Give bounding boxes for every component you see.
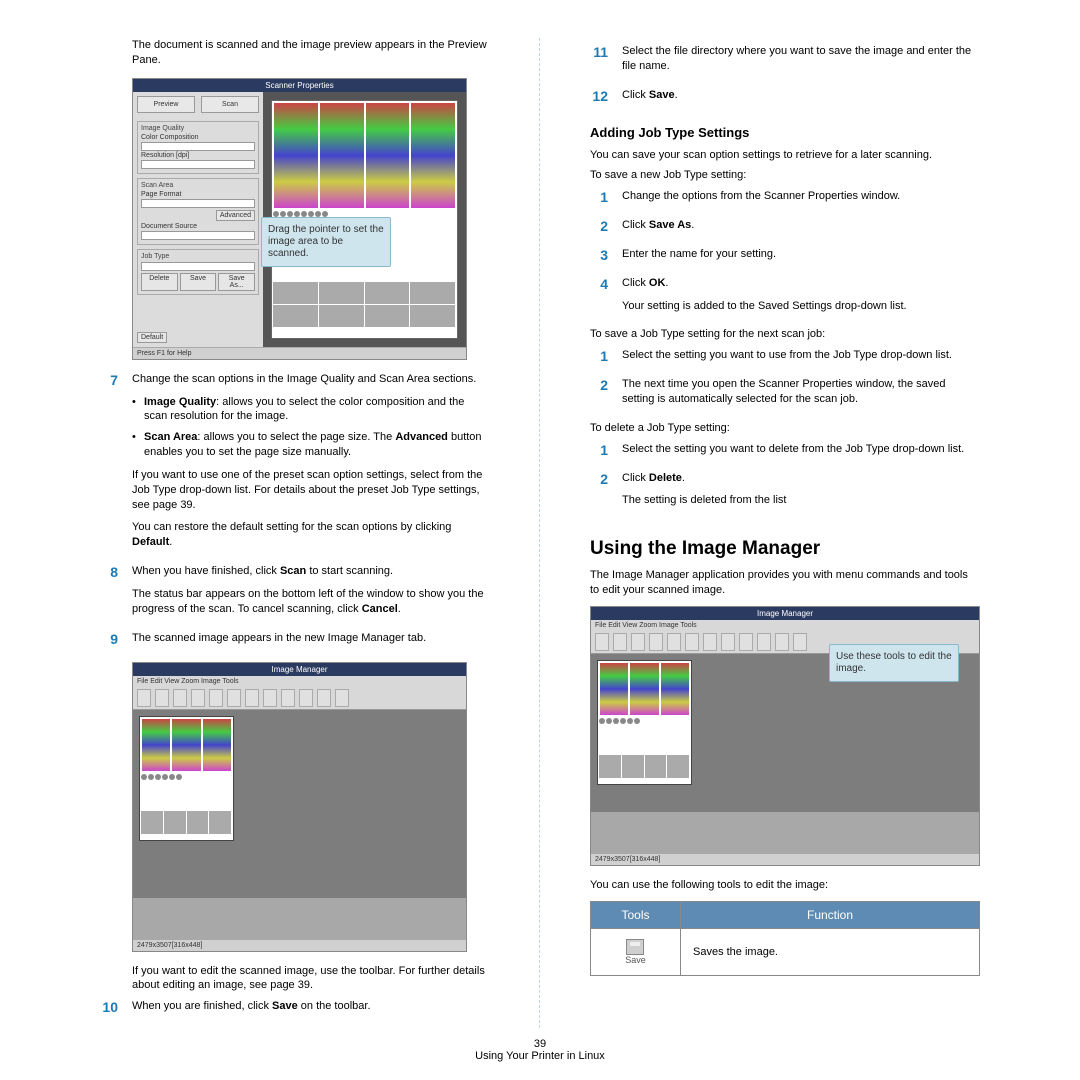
- column-divider: [539, 38, 541, 1028]
- im-menu-left[interactable]: File Edit View Zoom Image Tools: [133, 676, 466, 687]
- page-footer: 39 Using Your Printer in Linux: [0, 1038, 1080, 1062]
- color-combo[interactable]: [141, 142, 255, 151]
- s8-num: 2: [590, 471, 608, 517]
- adding-job-type-heading: Adding Job Type Settings: [590, 125, 980, 140]
- s1-text: Change the options from the Scanner Prop…: [622, 189, 980, 204]
- sa-title: Scan Area: [141, 182, 255, 189]
- jt-title: Job Type: [141, 253, 255, 260]
- step-12-text: Click Save.: [622, 88, 980, 103]
- window-title: Scanner Properties: [133, 79, 466, 92]
- step-12-num: 12: [590, 88, 608, 111]
- s7-num: 1: [590, 442, 608, 465]
- step-7-bullet-1: Image Quality: allows you to select the …: [132, 395, 490, 425]
- image-manager-window-right: Image Manager File Edit View Zoom Image …: [590, 606, 980, 866]
- im-thumb-left[interactable]: [139, 716, 234, 841]
- intro-text: The document is scanned and the image pr…: [132, 38, 490, 68]
- s2-num: 2: [590, 218, 608, 241]
- step-7-p2: You can restore the default setting for …: [132, 520, 490, 550]
- table-row: Save Saves the image.: [591, 928, 980, 975]
- step-11-num: 11: [590, 44, 608, 82]
- th-function: Function: [681, 901, 980, 928]
- s3-text: Enter the name for your setting.: [622, 247, 980, 262]
- s8-p2: The setting is deleted from the list: [622, 493, 980, 508]
- step-7-lead: Change the scan options in the Image Qua…: [132, 372, 490, 387]
- im-toolbar-left[interactable]: [133, 687, 466, 710]
- advanced-button[interactable]: Advanced: [216, 210, 255, 221]
- default-button[interactable]: Default: [137, 332, 167, 343]
- right-para-6: You can use the following tools to edit …: [590, 878, 980, 893]
- save-func: Saves the image.: [681, 928, 980, 975]
- scan-tab[interactable]: Scan: [201, 96, 259, 113]
- s4-p2: Your setting is added to the Saved Setti…: [622, 299, 980, 314]
- save-icon: Save: [625, 939, 646, 965]
- jt-combo[interactable]: [141, 262, 255, 271]
- preview-callout: Drag the pointer to set the image area t…: [261, 217, 391, 267]
- step-7-bullet-2: Scan Area: allows you to select the page…: [132, 430, 490, 460]
- page-number: 39: [0, 1038, 1080, 1050]
- toolbar-callout: Use these tools to edit the image.: [829, 644, 959, 682]
- s2-text: Click Save As.: [622, 218, 980, 233]
- jt-saveas[interactable]: Save As...: [218, 273, 255, 291]
- status-text: Press F1 for Help: [137, 350, 191, 357]
- s4-num: 4: [590, 276, 608, 322]
- right-para-3: To save a Job Type setting for the next …: [590, 327, 980, 342]
- step-11-text: Select the file directory where you want…: [622, 44, 980, 74]
- step-9-num: 9: [100, 631, 118, 654]
- s8-text: Click Delete.: [622, 471, 980, 486]
- s1-num: 1: [590, 189, 608, 212]
- res-combo[interactable]: [141, 160, 255, 169]
- step-9-p1: If you want to edit the scanned image, u…: [132, 964, 490, 994]
- right-para-4: To delete a Job Type setting:: [590, 421, 980, 436]
- s7-text: Select the setting you want to delete fr…: [622, 442, 980, 457]
- s5-num: 1: [590, 348, 608, 371]
- s5-text: Select the setting you want to use from …: [622, 348, 980, 363]
- step-8-num: 8: [100, 564, 118, 625]
- page-format-label: Page Format: [141, 191, 255, 198]
- im-status-right: 2479x3507[316x448]: [591, 854, 979, 865]
- doc-combo[interactable]: [141, 231, 255, 240]
- scanner-properties-window: Scanner Properties Preview Scan Image Qu…: [132, 78, 467, 360]
- jt-delete[interactable]: Delete: [141, 273, 178, 291]
- im-menu-right[interactable]: File Edit View Zoom Image Tools: [591, 620, 979, 631]
- im-title-left: Image Manager: [133, 663, 466, 676]
- s4-text: Click OK.: [622, 276, 980, 291]
- iq-title: Image Quality: [141, 125, 255, 132]
- step-7-p1: If you want to use one of the preset sca…: [132, 468, 490, 513]
- doc-src-label: Document Source: [141, 223, 255, 230]
- s6-text: The next time you open the Scanner Prope…: [622, 377, 980, 407]
- step-8-p1: When you have finished, click Scan to st…: [132, 564, 490, 579]
- right-para-1: You can save your scan option settings t…: [590, 148, 980, 163]
- step-7-num: 7: [100, 372, 118, 558]
- step-8-p2: The status bar appears on the bottom lef…: [132, 587, 490, 617]
- page-combo[interactable]: [141, 199, 255, 208]
- right-para-5: The Image Manager application provides y…: [590, 568, 980, 598]
- res-label: Resolution [dpi]: [141, 152, 255, 159]
- im-thumb-right[interactable]: [597, 660, 692, 785]
- th-tools: Tools: [591, 901, 681, 928]
- image-manager-window-left: Image Manager File Edit View Zoom Image …: [132, 662, 467, 952]
- im-title-right: Image Manager: [591, 607, 979, 620]
- right-para-2: To save a new Job Type setting:: [590, 168, 980, 183]
- step-10-num: 10: [100, 999, 118, 1022]
- using-image-manager-heading: Using the Image Manager: [590, 538, 980, 560]
- preview-tab[interactable]: Preview: [137, 96, 195, 113]
- footer-caption: Using Your Printer in Linux: [0, 1050, 1080, 1062]
- jt-save[interactable]: Save: [180, 273, 217, 291]
- tools-table: Tools Function Save Saves the image.: [590, 901, 980, 976]
- step-10-text: When you are finished, click Save on the…: [132, 999, 490, 1014]
- color-comp-label: Color Composition: [141, 134, 255, 141]
- step-9-text: The scanned image appears in the new Ima…: [132, 631, 490, 646]
- s6-num: 2: [590, 377, 608, 415]
- s3-num: 3: [590, 247, 608, 270]
- im-status-left: 2479x3507[316x448]: [133, 940, 466, 951]
